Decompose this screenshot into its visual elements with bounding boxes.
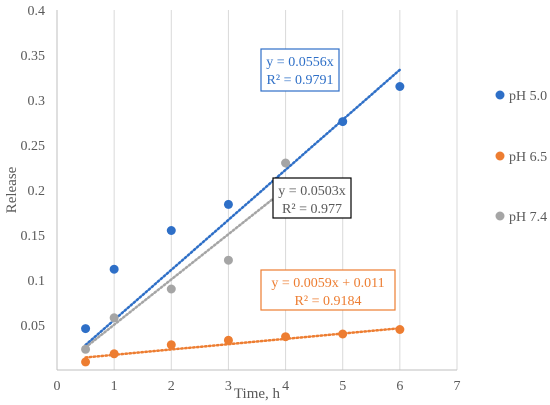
- axes: 0 1 2 3 4 5 6 7 0.05 0.1 0.15 0.2 0.25 0.3 0.35 0.4: [21, 4, 461, 394]
- y-tick-label: 0.1: [28, 274, 46, 289]
- data-point-series-1: [395, 82, 405, 91]
- data-point-series-1: [81, 324, 91, 334]
- trendline-2: [84, 326, 402, 359]
- y-tick-label: 0.2: [28, 184, 46, 199]
- data-point-series-2: [109, 349, 119, 359]
- trendline-r2: R² = 0.9791: [267, 73, 334, 88]
- legend-marker-1: [495, 90, 505, 100]
- legend-marker-2: [495, 151, 505, 161]
- annotation-box-3: [260, 269, 396, 311]
- y-axis-title: Release: [4, 166, 20, 213]
- annotation-box-1: [260, 48, 340, 92]
- data-point-series-3: [109, 313, 119, 323]
- y-tick-label: 0.05: [21, 319, 46, 334]
- annotation-box-2: [272, 177, 352, 219]
- legend-label-1: pH 5.0: [509, 89, 547, 104]
- trendline-3: [84, 187, 287, 349]
- data-point-series-2: [223, 335, 233, 345]
- data-point-series-2: [395, 325, 405, 334]
- data-point-series-2: [166, 340, 176, 350]
- legend-marker-3: [495, 211, 505, 221]
- x-tick-label: 4: [282, 379, 289, 394]
- data-point-series-2: [281, 332, 291, 342]
- data-point-series-2: [81, 357, 91, 367]
- y-tick-label: 0.3: [28, 94, 46, 109]
- trendline-equation: y = 0.0556x: [266, 55, 333, 70]
- data-point-series-1: [166, 226, 176, 235]
- x-tick-label: 3: [225, 379, 232, 394]
- data-point-series-1: [109, 264, 119, 274]
- trendline-r2: R² = 0.9184: [295, 294, 362, 309]
- y-tick-label: 0.35: [21, 49, 46, 64]
- y-tick-label: 0.25: [21, 139, 46, 154]
- data-point-series-3: [166, 284, 176, 294]
- data-point-series-3: [281, 158, 291, 168]
- legend-label-3: pH 7.4: [509, 210, 547, 225]
- x-tick-label: 7: [454, 379, 461, 394]
- trendline-equation: y = 0.0503x: [278, 184, 345, 199]
- x-tick-label: 0: [54, 379, 61, 394]
- trendline-r2: R² = 0.977: [282, 202, 342, 217]
- y-tick-label: 0.15: [21, 229, 46, 244]
- legend-label-2: pH 6.5: [509, 150, 547, 165]
- x-tick-label: 1: [111, 379, 118, 394]
- x-tick-label: 5: [339, 379, 346, 394]
- data-point-series-3: [223, 255, 233, 265]
- data-point-series-1: [338, 117, 348, 127]
- trendline-1: [84, 68, 402, 347]
- trendline-equation: y = 0.0059x + 0.011: [271, 276, 384, 291]
- x-tick-label: 6: [396, 379, 403, 394]
- x-axis-title: Time, h: [234, 386, 281, 402]
- data-point-series-1: [223, 199, 233, 209]
- x-tick-label: 2: [168, 379, 175, 394]
- data-point-series-2: [338, 329, 348, 339]
- trendline-annotations: y = 0.0556x R² = 0.9791 y = 0.0503x R² = 0.…: [260, 48, 396, 311]
- y-tick-label: 0.4: [28, 4, 46, 19]
- legend: pH 5.0 pH 6.5 pH 7.4: [495, 89, 547, 225]
- data-point-series-3: [81, 344, 91, 354]
- trendlines: [84, 68, 402, 359]
